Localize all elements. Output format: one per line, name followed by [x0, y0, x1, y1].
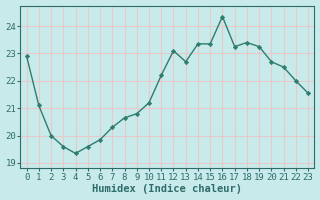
X-axis label: Humidex (Indice chaleur): Humidex (Indice chaleur) [92, 184, 242, 194]
